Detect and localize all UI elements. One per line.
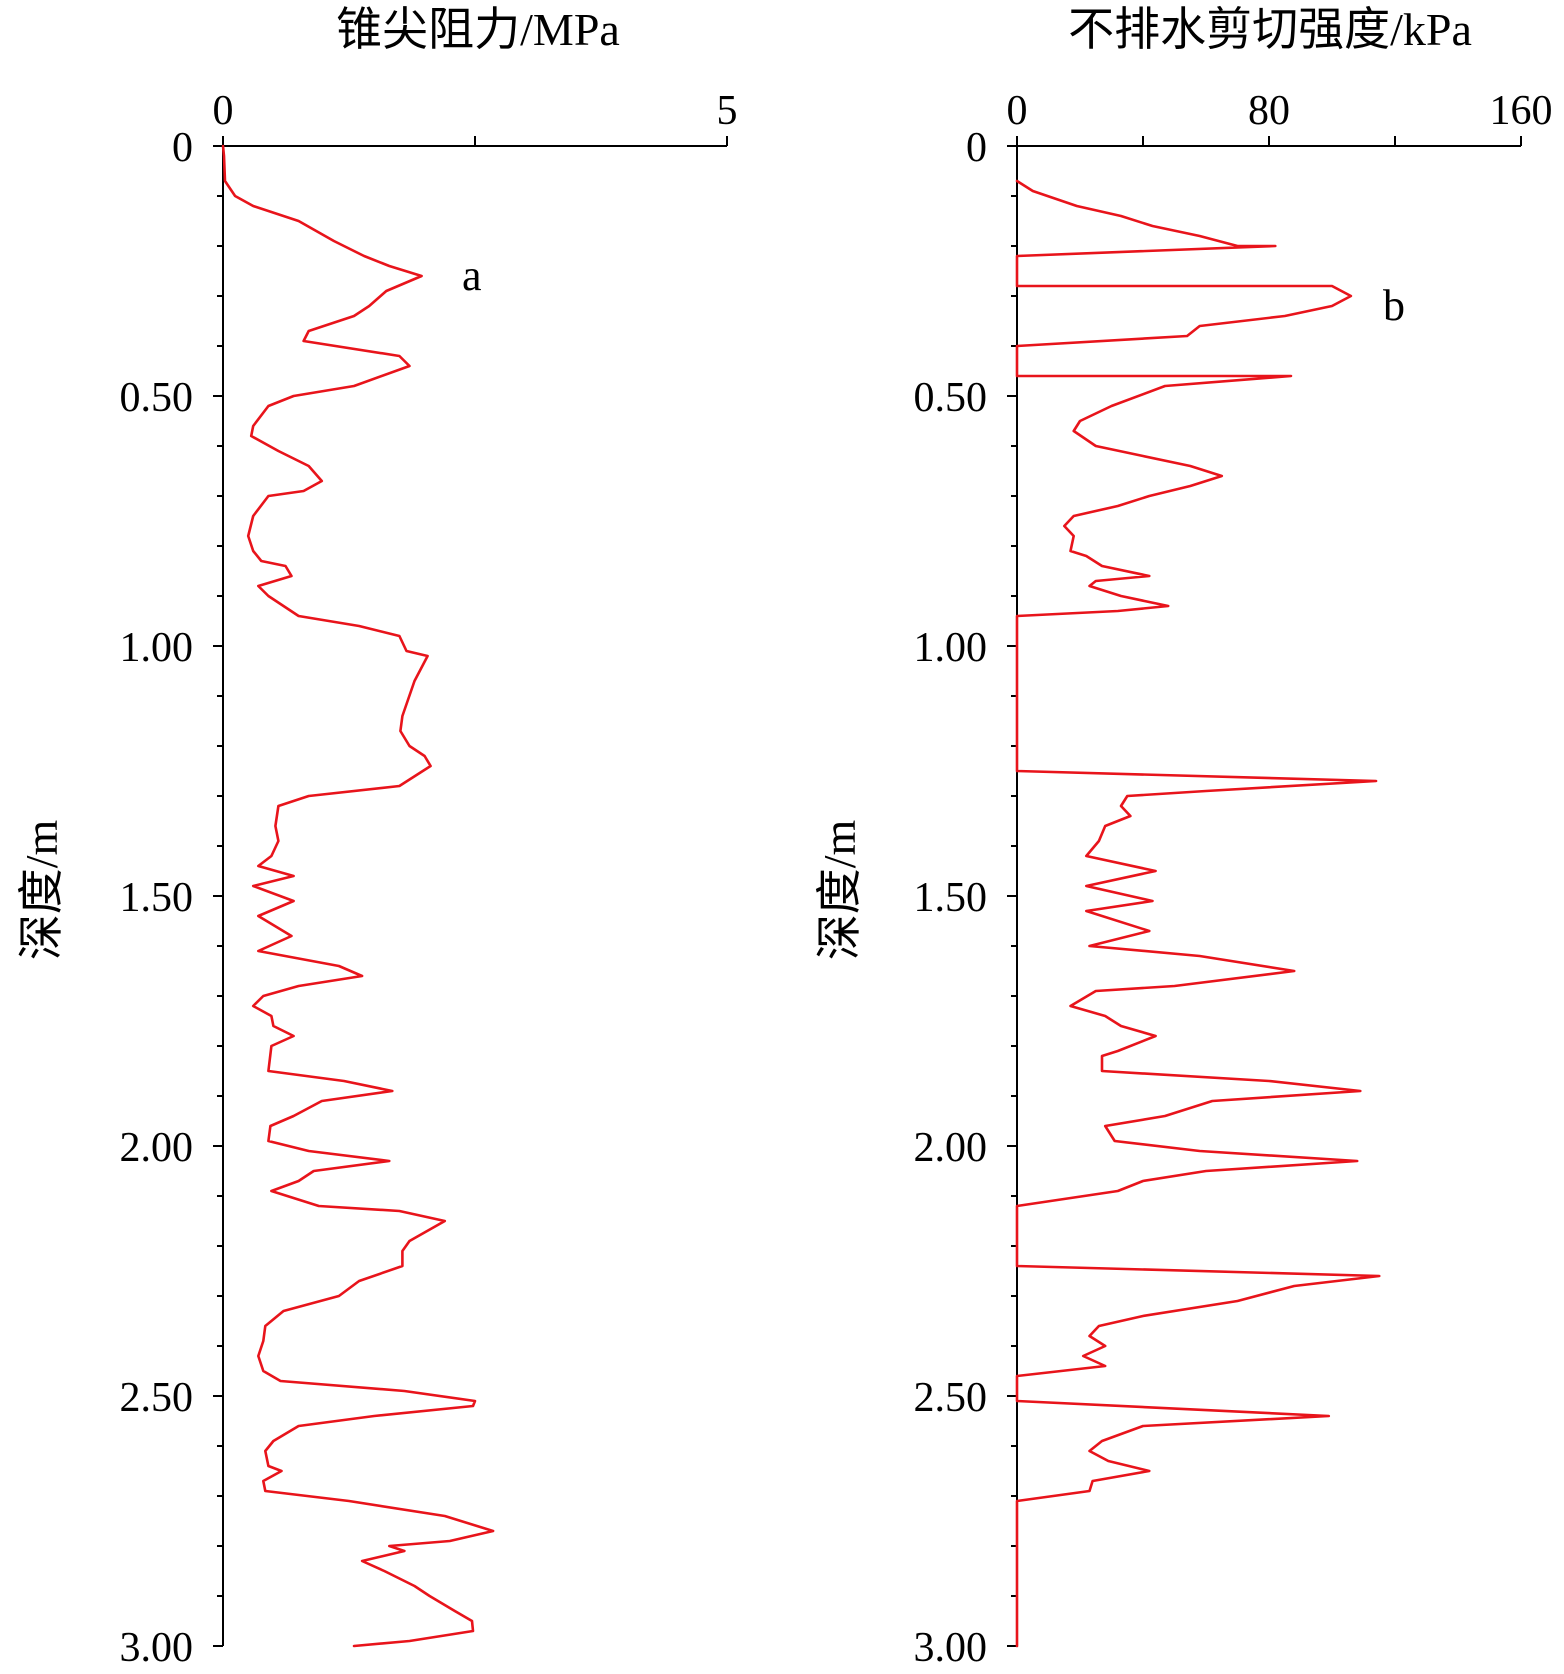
panel-a-letter: a	[462, 251, 482, 300]
panel-a-y-axis-title: 深度/m	[16, 820, 67, 961]
panel-a-axes: 0 5 0 0.50 1.00 1.50 2.00 2.50 3.00	[120, 88, 738, 1671]
panel-a: 锥尖阻力/MPa 深度/m a 0 5 0 0.50 1.00 1.50 2.00 2.50 3…	[16, 4, 738, 1671]
panel-b-letter: b	[1383, 281, 1405, 330]
panel-a-y-tick-label: 0.50	[120, 375, 194, 421]
panel-b-axes: 0 80 160 0 0.50 1.00 1.50 2.00 2.50 3.00	[914, 88, 1553, 1671]
panel-a-series-line	[221, 144, 495, 1648]
panel-b-y-tick-label: 3.00	[914, 1625, 988, 1671]
panel-b: 不排水剪切强度/kPa 深度/m b 0 80 160 0 0.50 1.00 1.50 2.…	[814, 4, 1553, 1671]
panel-a-series	[221, 144, 495, 1648]
panel-a-y-tick-label: 1.50	[120, 875, 194, 921]
panel-b-y-tick-label: 0.50	[914, 375, 988, 421]
panel-a-y-tick-label: 2.50	[120, 1375, 194, 1421]
panel-a-y-tick-label: 3.00	[120, 1625, 194, 1671]
panel-b-y-tick-label: 1.50	[914, 875, 988, 921]
panel-a-x-axis-title: 锥尖阻力/MPa	[336, 4, 620, 55]
panel-b-x-axis-title: 不排水剪切强度/kPa	[1068, 4, 1472, 55]
panel-a-x-tick-label: 0	[213, 88, 234, 134]
panel-b-series	[1015, 179, 1381, 1648]
panel-a-y-tick-label: 0	[172, 125, 193, 171]
panel-b-x-tick-label: 0	[1007, 88, 1028, 134]
panel-b-series-line	[1015, 179, 1381, 1648]
panel-b-x-tick-label: 160	[1490, 88, 1553, 134]
panel-b-y-tick-label: 2.50	[914, 1375, 988, 1421]
panel-b-y-axis-title: 深度/m	[814, 820, 865, 961]
panel-b-y-tick-label: 1.00	[914, 625, 988, 671]
panel-a-y-tick-label: 1.00	[120, 625, 194, 671]
panel-a-x-tick-label: 5	[717, 88, 738, 134]
panel-b-y-tick-label: 2.00	[914, 1125, 988, 1171]
panel-b-x-tick-label: 80	[1248, 88, 1290, 134]
panel-b-y-tick-label: 0	[966, 125, 987, 171]
panel-a-y-tick-label: 2.00	[120, 1125, 194, 1171]
